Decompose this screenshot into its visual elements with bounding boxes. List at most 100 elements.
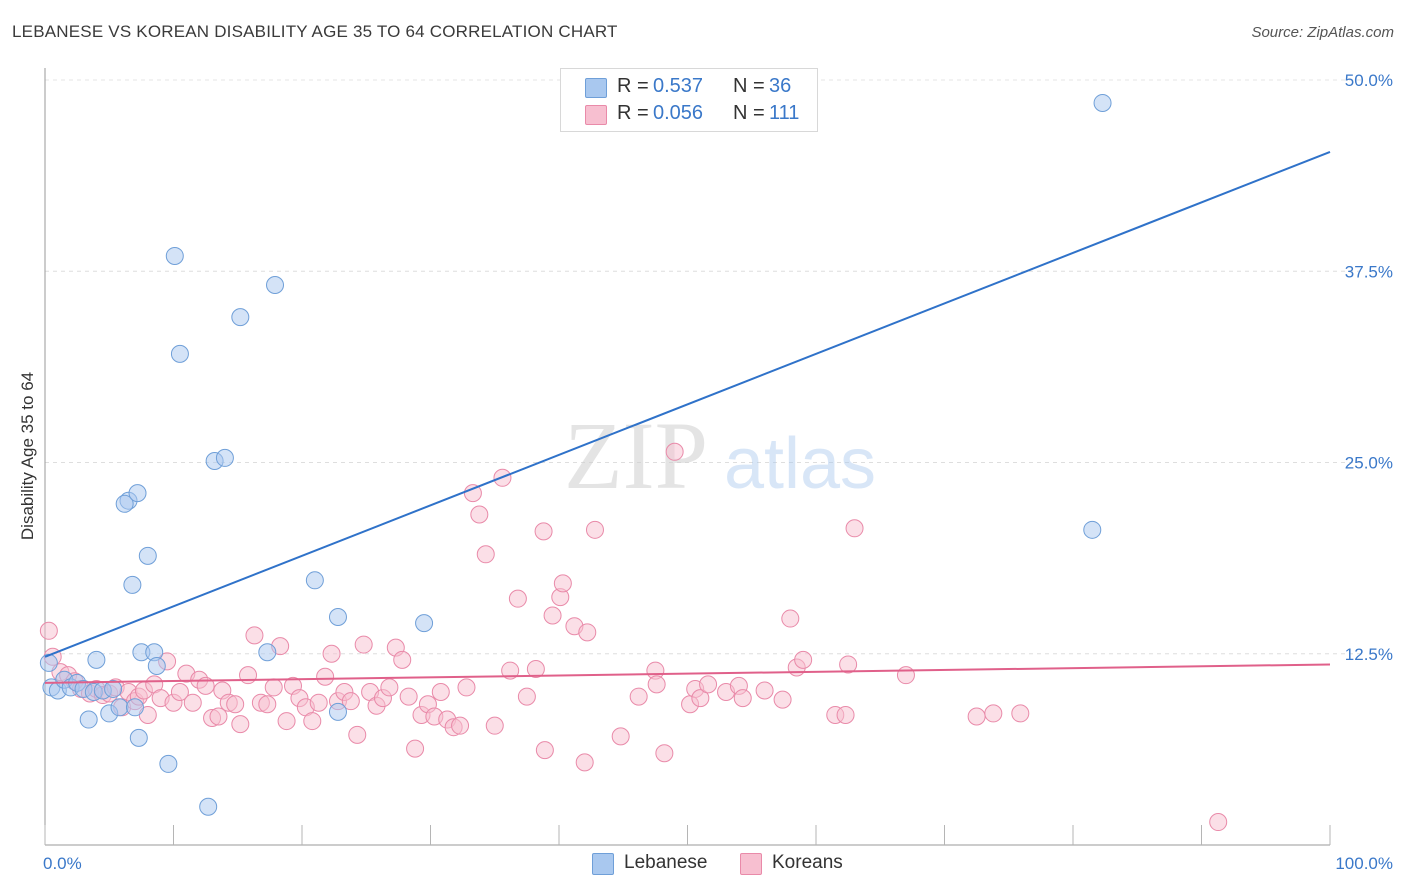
- koreans-point: [431, 683, 450, 701]
- lebanese-point: [231, 308, 250, 327]
- legend-r-label: R =: [617, 75, 649, 97]
- koreans-point: [699, 675, 718, 694]
- koreans-point: [393, 650, 412, 669]
- koreans-points: [39, 442, 1228, 832]
- koreans-point: [517, 687, 536, 706]
- koreans-point: [543, 606, 562, 625]
- koreans-point: [463, 484, 482, 503]
- lebanese-point: [123, 575, 142, 594]
- tick-labels: 12.5% 25.0% 37.5% 50.0% 0.0% 100.0%: [43, 71, 1393, 873]
- lebanese-point: [328, 702, 347, 721]
- x-tick-label: 0.0%: [43, 854, 82, 873]
- legend-n-label: N =: [733, 75, 765, 97]
- lebanese-point: [199, 797, 218, 816]
- gridlines: [45, 79, 1365, 655]
- lebanese-point: [129, 728, 148, 747]
- watermark-atlas: atlas: [724, 424, 876, 504]
- lebanese-point: [258, 643, 277, 662]
- koreans-point: [501, 661, 520, 680]
- lebanese-point: [1093, 93, 1112, 112]
- koreans-point: [196, 676, 215, 695]
- y-tick-label: 25.0%: [1345, 454, 1393, 473]
- koreans-point: [380, 678, 399, 697]
- lebanese-point: [79, 710, 98, 729]
- lebanese-point: [305, 571, 324, 590]
- koreans-point: [258, 695, 277, 714]
- lebanese-point: [415, 614, 434, 633]
- koreans-point: [226, 695, 245, 714]
- koreans-point: [406, 739, 425, 758]
- koreans-point: [629, 687, 648, 706]
- koreans-point: [457, 678, 476, 697]
- lebanese-point: [104, 679, 123, 698]
- koreans-point: [485, 716, 504, 735]
- koreans-point: [553, 574, 572, 593]
- bottom-legend-swatch-lebanese: [592, 853, 614, 875]
- source-label: Source: ZipAtlas.com: [1251, 24, 1394, 41]
- legend-n-value: 111: [769, 102, 800, 124]
- lebanese-point: [115, 494, 134, 513]
- koreans-point: [578, 623, 597, 642]
- lebanese-point: [147, 656, 166, 675]
- koreans-point: [508, 589, 527, 608]
- koreans-point: [264, 678, 283, 697]
- lebanese-point: [128, 484, 147, 503]
- lebanese-point: [1083, 520, 1102, 539]
- koreans-point: [309, 693, 328, 712]
- axes: [44, 68, 1331, 846]
- koreans-point: [239, 666, 258, 685]
- lebanese-point: [110, 698, 129, 717]
- legend-n-value: 36: [769, 75, 792, 97]
- koreans-point: [1011, 704, 1030, 723]
- koreans-point: [399, 687, 418, 706]
- koreans-point: [691, 689, 710, 708]
- lebanese-point: [165, 246, 184, 265]
- koreans-point: [794, 650, 813, 669]
- koreans-point: [231, 715, 250, 734]
- legend-swatch-koreans: [585, 105, 607, 125]
- koreans-point: [773, 690, 792, 709]
- koreans-point: [322, 644, 341, 663]
- legend-r-value: 0.056: [653, 102, 704, 124]
- lebanese-point: [138, 546, 157, 565]
- koreans-point: [451, 716, 470, 735]
- x-tick-label: 100.0%: [1335, 854, 1393, 873]
- legend-swatch-lebanese: [585, 78, 607, 98]
- koreans-point: [665, 442, 684, 461]
- koreans-point: [277, 712, 296, 731]
- lebanese-point: [125, 698, 144, 717]
- koreans-point: [535, 741, 554, 760]
- legend-n-label: N =: [733, 102, 765, 124]
- chart-title: LEBANESE VS KOREAN DISABILITY AGE 35 TO …: [12, 22, 618, 41]
- watermark: ZIP atlas: [564, 402, 876, 509]
- watermark-zip: ZIP: [564, 402, 708, 509]
- koreans-point: [611, 727, 630, 746]
- koreans-point: [183, 693, 202, 712]
- lebanese-trend-line: [44, 150, 1331, 658]
- koreans-point: [303, 712, 322, 731]
- koreans-point: [354, 635, 373, 654]
- correlation-legend: R = 0.537 N = 36 R = 0.056 N = 111: [560, 68, 818, 132]
- koreans-point: [967, 707, 986, 726]
- y-tick-label: 37.5%: [1345, 262, 1393, 281]
- bottom-legend-swatch-koreans: [740, 853, 762, 875]
- lebanese-point: [328, 608, 347, 627]
- lebanese-point: [266, 276, 285, 295]
- koreans-point: [755, 681, 774, 700]
- koreans-point: [585, 520, 604, 539]
- lebanese-points: [39, 93, 1112, 816]
- y-tick-label: 50.0%: [1345, 71, 1393, 90]
- koreans-point: [839, 655, 858, 674]
- lebanese-point: [39, 653, 58, 672]
- koreans-point: [526, 660, 545, 679]
- legend-r-value: 0.537: [653, 75, 704, 97]
- koreans-trend-line: [44, 663, 1331, 684]
- koreans-point: [845, 519, 864, 538]
- koreans-point: [170, 683, 189, 701]
- koreans-point: [39, 621, 58, 640]
- bottom-legend-label: Lebanese: [624, 852, 708, 873]
- koreans-point: [647, 675, 666, 694]
- koreans-point: [476, 545, 495, 564]
- koreans-point: [316, 667, 335, 686]
